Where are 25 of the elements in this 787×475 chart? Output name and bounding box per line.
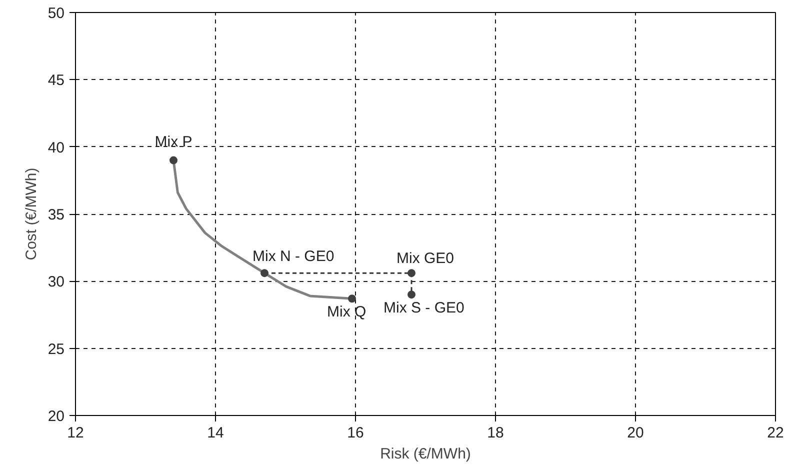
- annotation: Mix N - GE0: [252, 248, 334, 266]
- y-tick-label: 30: [48, 274, 65, 291]
- y-tick-label: 40: [48, 139, 65, 156]
- x-tick-label: 14: [207, 424, 224, 442]
- x-axis-title: Risk (€/MWh): [380, 446, 471, 462]
- point: [408, 290, 416, 299]
- annotation: Mix GE0: [396, 250, 454, 268]
- annotation: Mix P: [154, 133, 192, 150]
- y-tick-label: 20: [48, 408, 65, 425]
- annotation: Mix S - GE0: [384, 300, 464, 317]
- x-tick-label: 16: [347, 424, 364, 442]
- y-tick-label: 35: [48, 206, 65, 224]
- x-tick-label: 12: [67, 424, 84, 442]
- point: [260, 269, 268, 278]
- x-tick-label: 20: [627, 424, 644, 442]
- y-axis-title: Cost (€/MWh): [22, 168, 40, 260]
- point: [408, 269, 416, 278]
- annotation: Mix Q: [327, 304, 366, 321]
- point: [170, 156, 178, 164]
- x-tick-label: 18: [487, 424, 504, 442]
- x-tick-label: 22: [767, 424, 784, 442]
- y-tick-label: 25: [48, 340, 65, 358]
- point: [348, 294, 356, 303]
- y-tick-label: 50: [48, 5, 65, 22]
- y-tick-label: 45: [48, 72, 65, 90]
